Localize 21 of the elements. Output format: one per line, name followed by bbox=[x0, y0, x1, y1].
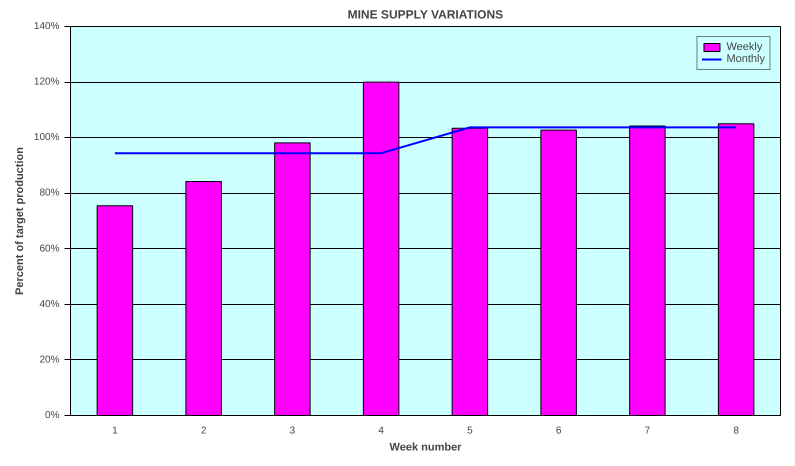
x-tick-label: 1 bbox=[112, 426, 118, 436]
legend-label: Monthly bbox=[726, 53, 765, 65]
y-tick-label: 100% bbox=[34, 132, 60, 144]
x-tick-label: 5 bbox=[467, 426, 474, 436]
x-axis-title: Week number bbox=[390, 442, 462, 454]
x-tick-label: 3 bbox=[290, 426, 296, 436]
x-tick-label: 6 bbox=[556, 426, 562, 436]
legend-label: Weekly bbox=[726, 41, 762, 53]
x-tick-label: 7 bbox=[644, 426, 651, 436]
x-tick-label: 4 bbox=[378, 426, 384, 436]
y-tick-label: 20% bbox=[39, 354, 60, 366]
x-tick-label: 8 bbox=[733, 426, 740, 436]
y-tick-label: 140% bbox=[34, 21, 60, 32]
y-tick-label: 40% bbox=[39, 298, 60, 310]
y-axis-title: Percent of target production bbox=[14, 146, 26, 295]
x-tick-label: 2 bbox=[200, 426, 207, 436]
y-tick-label: 60% bbox=[39, 243, 60, 254]
y-tick-label: 0% bbox=[45, 410, 60, 421]
chart-title: MINE SUPPLY VARIATIONS bbox=[348, 8, 504, 22]
y-tick-label: 120% bbox=[34, 76, 60, 88]
y-tick-label: 80% bbox=[39, 188, 60, 199]
